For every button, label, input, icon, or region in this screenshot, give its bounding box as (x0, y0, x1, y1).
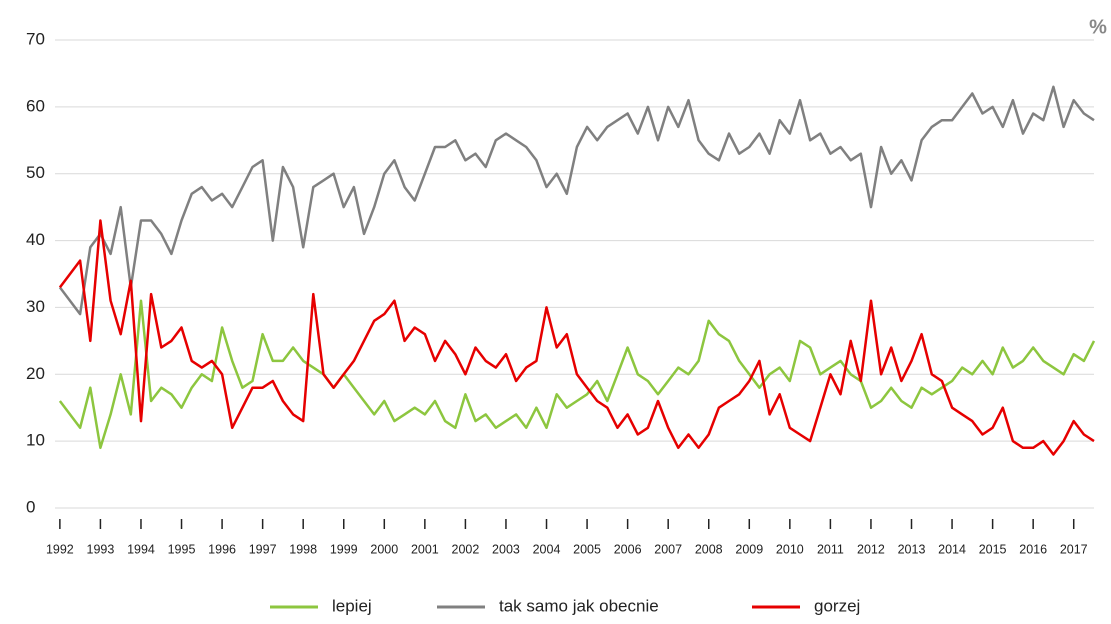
x-tick-label: 2011 (817, 542, 844, 556)
x-tick-label: 2017 (1060, 542, 1088, 556)
x-tick-label: 2016 (1019, 542, 1047, 556)
y-tick-label: 50 (26, 163, 45, 182)
line-series (58, 299, 1096, 450)
x-tick-label: 2015 (979, 542, 1007, 556)
x-tick-label: 2010 (776, 542, 804, 556)
x-tick-label: 1995 (168, 542, 196, 556)
x-tick-label: 2007 (654, 542, 682, 556)
legend-label: lepiej (332, 596, 372, 615)
legend-label: gorzej (814, 596, 860, 615)
x-tick-label: 2003 (492, 542, 520, 556)
y-tick-label: 0 (26, 497, 35, 516)
x-tick-label: 1998 (289, 542, 317, 556)
x-tick-label: 2012 (857, 542, 885, 556)
x-tick-label: 1999 (330, 542, 358, 556)
x-tick-label: 1996 (208, 542, 236, 556)
legend-label: tak samo jak obecnie (499, 596, 659, 615)
y-tick-label: 40 (26, 230, 45, 249)
x-tick-label: 2013 (898, 542, 926, 556)
y-tick-label: 60 (26, 96, 45, 115)
y-tick-label: 70 (26, 29, 45, 48)
x-tick-label: 2009 (735, 542, 763, 556)
y-tick-label: 10 (26, 431, 45, 450)
x-tick-label: 1997 (249, 542, 277, 556)
x-tick-label: 1994 (127, 542, 155, 556)
x-tick-label: 2006 (614, 542, 642, 556)
y-tick-label: 20 (26, 364, 45, 383)
x-tick-label: 2014 (938, 542, 966, 556)
x-tick-label: 1992 (46, 542, 74, 556)
unit-label: % (1089, 16, 1107, 38)
line-series (58, 219, 1095, 456)
x-tick-label: 2002 (452, 542, 480, 556)
x-tick-label: 2001 (411, 542, 439, 556)
x-tick-label: 1993 (87, 542, 115, 556)
x-tick-label: 2005 (573, 542, 601, 556)
y-tick-label: 30 (26, 297, 45, 316)
x-tick-label: 2000 (370, 542, 398, 556)
line-series (58, 85, 1095, 316)
x-tick-label: 2004 (533, 542, 561, 556)
x-tick-label: 2008 (695, 542, 723, 556)
